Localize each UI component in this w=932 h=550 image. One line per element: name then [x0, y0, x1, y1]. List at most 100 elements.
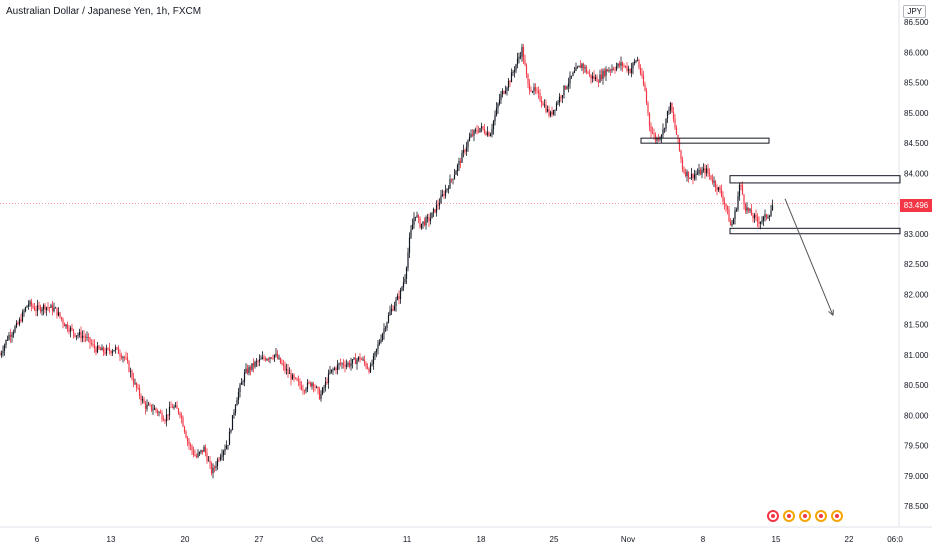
candle-body — [216, 459, 219, 467]
candle-body — [105, 348, 108, 354]
candle-body — [219, 456, 222, 460]
x-tick-label: 8 — [701, 535, 706, 544]
candle-body — [654, 134, 657, 141]
event-icon[interactable] — [767, 510, 779, 522]
candle-body — [485, 132, 487, 135]
candle-body — [642, 75, 645, 85]
candle-body — [720, 189, 723, 196]
candle-body — [723, 201, 726, 204]
candle-body — [245, 368, 247, 373]
x-tick-label: 15 — [772, 535, 781, 544]
candle-body — [540, 100, 543, 103]
candle-body — [279, 357, 282, 364]
candle-body — [171, 407, 174, 409]
candle-body — [680, 150, 682, 160]
candle-body — [714, 181, 717, 188]
candle-body — [191, 445, 193, 451]
candle-body — [428, 217, 430, 222]
candle-body — [128, 361, 130, 372]
candle-body — [65, 324, 67, 327]
candle-body — [503, 91, 505, 94]
candle-body — [53, 307, 55, 312]
candle-body — [497, 103, 499, 108]
x-tick-label: 13 — [107, 535, 116, 544]
candle-body — [51, 305, 54, 312]
candle-body — [473, 130, 475, 136]
candle-body — [341, 363, 343, 365]
candle-body — [20, 319, 22, 322]
event-icon[interactable] — [831, 510, 843, 522]
candle-body — [29, 301, 31, 305]
candle-body — [125, 357, 127, 359]
candle-body — [632, 63, 634, 69]
candle-body — [440, 195, 442, 204]
candle-body — [618, 63, 621, 66]
currency-badge[interactable]: JPY — [903, 5, 926, 18]
candle-body — [99, 348, 102, 351]
candle-body — [123, 357, 126, 358]
candle-body — [258, 359, 261, 362]
candle-body — [633, 61, 636, 64]
candle-body — [6, 339, 9, 341]
candle-body — [528, 83, 531, 91]
candle-body — [414, 216, 417, 218]
candle-body — [23, 311, 25, 313]
y-tick-label: 85.500 — [904, 79, 929, 88]
candle-body — [47, 307, 49, 309]
candle-body — [764, 214, 766, 217]
candle-body — [77, 334, 79, 336]
zone-box — [729, 227, 901, 235]
candle-body — [603, 70, 606, 76]
candle-body — [273, 354, 276, 359]
candle-body — [411, 224, 414, 230]
candle-body — [69, 327, 72, 332]
y-tick-label: 81.500 — [904, 321, 929, 330]
candle-body — [638, 60, 640, 68]
candle-body — [56, 307, 58, 316]
candle-body — [194, 454, 196, 456]
candle-body — [267, 359, 270, 360]
candle-body — [266, 359, 268, 361]
candle-body — [110, 350, 112, 353]
candle-body — [594, 77, 597, 79]
candle-body — [507, 81, 510, 88]
candle-body — [306, 382, 309, 389]
candle-body — [716, 187, 718, 191]
candle-body — [360, 359, 363, 361]
candle-body — [350, 363, 352, 367]
candle-body — [296, 378, 298, 381]
candle-body — [248, 367, 250, 373]
candle-body — [665, 118, 667, 129]
candle-body — [144, 403, 147, 409]
candle-body — [102, 347, 105, 353]
candle-body — [206, 453, 208, 462]
candle-body — [668, 110, 670, 112]
event-icon[interactable] — [799, 510, 811, 522]
candle-body — [378, 342, 381, 345]
candle-body — [549, 111, 552, 116]
candle-body — [387, 315, 390, 323]
candle-body — [443, 194, 445, 196]
candle-body — [425, 217, 427, 226]
event-icon[interactable] — [815, 510, 827, 522]
candle-body — [651, 132, 654, 134]
candle-body — [237, 392, 240, 401]
candle-body — [506, 87, 508, 91]
candle-body — [251, 363, 253, 370]
candle-body — [111, 351, 114, 353]
candle-body — [533, 87, 535, 92]
candle-body — [272, 358, 274, 359]
candle-body — [386, 322, 388, 329]
candle-body — [96, 345, 99, 353]
candle-body — [204, 446, 207, 454]
candle-body — [372, 355, 375, 365]
candle-body — [765, 214, 768, 218]
candle-body — [143, 399, 145, 404]
candle-body — [641, 73, 643, 76]
event-icon[interactable] — [783, 510, 795, 522]
candle-body — [477, 131, 480, 133]
candle-body — [129, 371, 132, 372]
candle-body — [12, 332, 15, 335]
